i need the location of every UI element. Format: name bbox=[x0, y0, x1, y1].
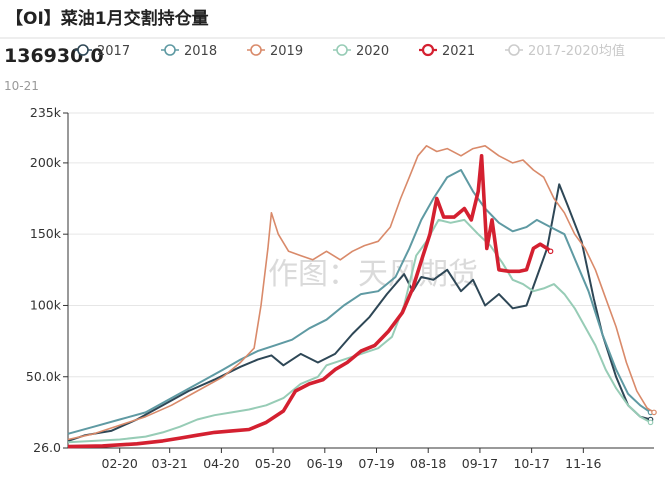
legend: 2017 2018 2019 2020 2021 2017-2020均值 bbox=[74, 43, 625, 59]
legend-label: 2020 bbox=[356, 44, 389, 59]
y-tick-label: 100k bbox=[30, 297, 62, 312]
series-line-2018 bbox=[67, 169, 652, 435]
legend-label: 2018 bbox=[184, 44, 217, 59]
y-tick-label: 50.0k bbox=[26, 369, 62, 384]
legend-item-avg[interactable]: 2017-2020均值 bbox=[505, 43, 625, 59]
series-line-2020 bbox=[67, 218, 652, 444]
y-tick-label: 26.0 bbox=[33, 440, 61, 455]
y-tick-label: 200k bbox=[30, 155, 62, 170]
series-end-point bbox=[647, 419, 654, 426]
watermark: 作图：天风期货 bbox=[268, 257, 478, 292]
legend-label: 2017-2020均值 bbox=[528, 43, 625, 59]
x-tick-label: 06-19 bbox=[307, 456, 343, 471]
legend-marker-icon bbox=[164, 44, 176, 56]
x-tick-label: 02-20 bbox=[102, 456, 138, 471]
chart-title: 【OI】菜油1月交割持仓量 bbox=[6, 8, 209, 29]
legend-item-2017[interactable]: 2017 bbox=[74, 44, 130, 59]
y-tick-label: 150k bbox=[30, 226, 62, 241]
x-tick-label: 10-17 bbox=[513, 456, 549, 471]
x-axis: 02-20 03-21 04-20 05-20 06-19 07-19 08-18 09-17… bbox=[68, 447, 654, 471]
legend-marker-icon bbox=[508, 44, 520, 56]
legend-label: 2017 bbox=[97, 44, 130, 59]
legend-marker-icon bbox=[336, 44, 348, 56]
legend-label: 2019 bbox=[270, 44, 303, 59]
legend-marker-icon bbox=[77, 44, 89, 56]
legend-label: 2021 bbox=[442, 44, 475, 59]
x-tick-label: 08-18 bbox=[410, 456, 446, 471]
series-line-2019 bbox=[67, 145, 655, 441]
legend-item-2021[interactable]: 2021 bbox=[419, 43, 475, 59]
x-tick-label: 05-20 bbox=[255, 456, 291, 471]
legend-item-2018[interactable]: 2018 bbox=[161, 44, 217, 59]
x-tick-label: 09-17 bbox=[462, 456, 498, 471]
hover-value-readout: 136930.0 bbox=[4, 45, 104, 67]
y-axis: 26.0 50.0k 100k 150k 200k 235k bbox=[26, 105, 69, 455]
y-tick-label: 235k bbox=[30, 105, 62, 120]
legend-marker-icon bbox=[250, 44, 262, 56]
hover-date-readout: 10-21 bbox=[4, 79, 39, 93]
grid-lines bbox=[68, 112, 654, 378]
x-tick-label: 11-16 bbox=[565, 456, 601, 471]
x-tick-label: 03-21 bbox=[152, 456, 188, 471]
x-tick-label: 04-20 bbox=[203, 456, 239, 471]
x-tick-label: 07-19 bbox=[358, 456, 394, 471]
legend-item-2019[interactable]: 2019 bbox=[247, 44, 303, 59]
legend-item-2020[interactable]: 2020 bbox=[333, 44, 389, 59]
series-lines bbox=[67, 145, 657, 449]
series-end-point bbox=[547, 248, 554, 255]
series-line-2021 bbox=[67, 154, 552, 449]
series-end-point bbox=[651, 409, 657, 416]
series-line-2017 bbox=[67, 183, 651, 442]
legend-marker-icon bbox=[421, 43, 435, 57]
